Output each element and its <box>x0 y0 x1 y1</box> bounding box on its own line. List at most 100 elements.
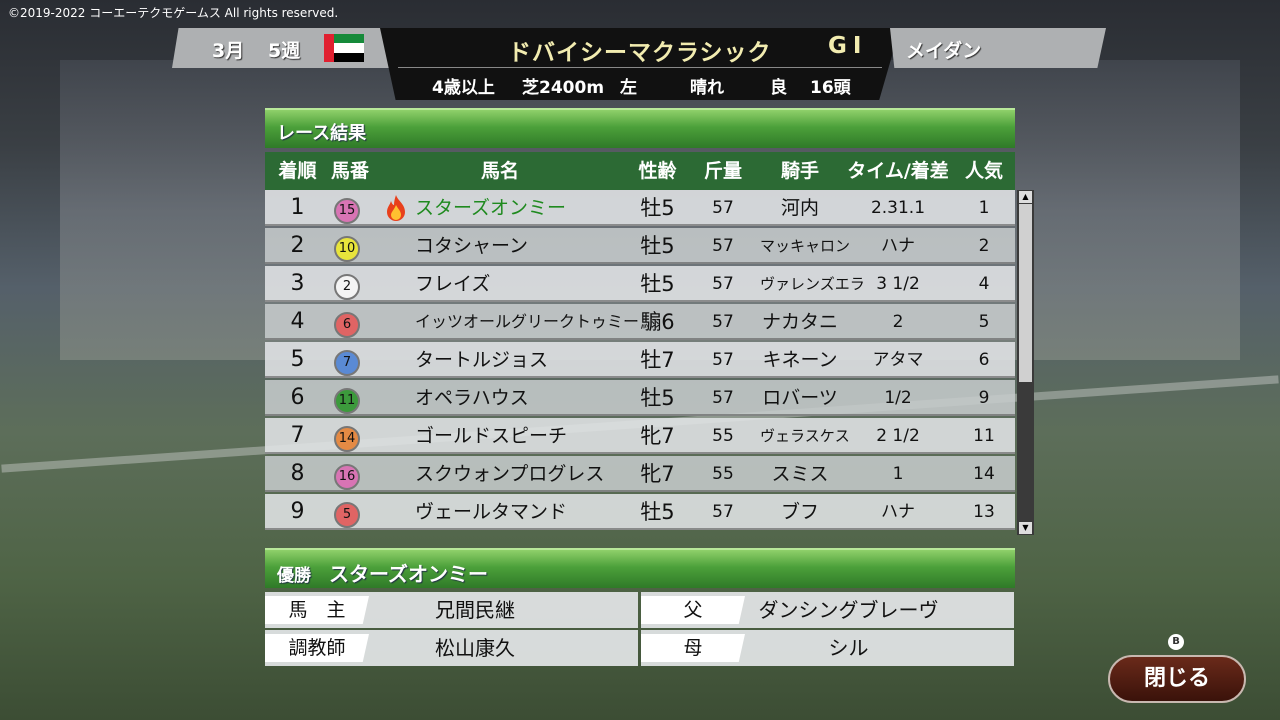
result-row[interactable]: 8 16 スクウォンプログレス 牝7 55 スミス 1 14 <box>265 456 1015 492</box>
result-row[interactable]: 5 7 タートルジョス 牡7 57 キネーン アタマ 6 <box>265 342 1015 378</box>
jockey: 河内 <box>780 197 819 219</box>
carried-weight: 55 <box>712 464 734 484</box>
position: 3 <box>290 271 305 296</box>
results-title: レース結果 <box>277 123 367 144</box>
uae-flag-icon <box>324 34 364 62</box>
popularity: 9 <box>978 388 990 408</box>
horse-name: フレイズ <box>415 273 491 295</box>
winner-name: スターズオンミー <box>329 562 488 586</box>
horse-number-badge: 10 <box>334 236 360 262</box>
jockey: ロバーツ <box>762 387 838 409</box>
age-condition: 4歳以上 <box>432 78 495 98</box>
popularity: 2 <box>978 236 990 256</box>
jockey: キネーン <box>762 349 838 371</box>
horse-name: ゴールドスピーチ <box>415 425 568 447</box>
carried-weight: 57 <box>712 312 734 332</box>
result-row[interactable]: 3 2 フレイズ 牡5 57 ヴァレンズエラ 3 1/2 4 <box>265 266 1015 302</box>
race-info-panel: ドバイシーマクラシック GI 4歳以上 芝2400m 左 晴れ 良 16頭 <box>380 28 900 100</box>
position: 5 <box>290 347 305 372</box>
sex-age: 騸6 <box>640 310 675 334</box>
result-row[interactable]: 4 6 イッツオールグリークトゥミー 騸6 57 ナカタニ 2 5 <box>265 304 1015 340</box>
winner-bar: 優勝 スターズオンミー <box>265 548 1015 588</box>
owner-label: 馬 主 <box>265 596 369 624</box>
date-panel: 3月 5週 <box>172 28 390 68</box>
col-horse-name: 馬名 <box>480 160 519 182</box>
col-popularity: 人気 <box>964 160 1003 182</box>
horse-name: ヴェールタマンド <box>415 501 568 523</box>
time-margin: ハナ <box>881 236 915 256</box>
position: 4 <box>290 309 305 334</box>
horse-name: コタシャーン <box>415 235 529 257</box>
results-scrollbar[interactable]: ▲ ▼ <box>1017 190 1034 535</box>
time-margin: 3 1/2 <box>876 274 920 294</box>
month: 3月 <box>212 40 245 62</box>
scroll-down-icon[interactable]: ▼ <box>1019 522 1032 534</box>
result-row[interactable]: 9 5 ヴェールタマンド 牡5 57 ブフ ハナ 13 <box>265 494 1015 530</box>
popularity: 14 <box>973 464 995 484</box>
week: 5週 <box>268 40 301 62</box>
col-jockey: 騎手 <box>780 160 819 182</box>
course-name: メイダン <box>906 40 982 62</box>
result-row[interactable]: 6 11 オペラハウス 牡5 57 ロバーツ 1/2 9 <box>265 380 1015 416</box>
carried-weight: 57 <box>712 198 734 218</box>
horse-number-badge: 11 <box>334 388 360 414</box>
result-row[interactable]: 7 14 ゴールドスピーチ 牝7 55 ヴェラスケス 2 1/2 11 <box>265 418 1015 454</box>
going: 良 <box>770 78 787 98</box>
sex-age: 牝7 <box>640 424 675 448</box>
results-column-header: 着順 馬番 馬名 性齢 斤量 騎手 タイム/着差 人気 <box>265 152 1015 190</box>
position: 8 <box>290 461 305 486</box>
scroll-up-icon[interactable]: ▲ <box>1019 191 1032 203</box>
sex-age: 牡5 <box>640 386 675 410</box>
horse-number-badge: 14 <box>334 426 360 452</box>
col-time-margin: タイム/着差 <box>847 160 949 182</box>
jockey: マッキャロン <box>760 237 851 255</box>
popularity: 13 <box>973 502 995 522</box>
fire-icon <box>387 195 405 221</box>
horse-number-badge: 6 <box>334 312 360 338</box>
result-row[interactable]: 2 10 コタシャーン 牡5 57 マッキャロン ハナ 2 <box>265 228 1015 264</box>
results-title-bar: レース結果 <box>265 108 1015 148</box>
col-sex-age: 性齢 <box>638 160 677 182</box>
position: 1 <box>290 195 305 220</box>
position: 6 <box>290 385 305 410</box>
popularity: 6 <box>978 350 990 370</box>
position: 7 <box>290 423 305 448</box>
horse-number-badge: 15 <box>334 198 360 224</box>
winner-label: 優勝 <box>277 566 311 586</box>
carried-weight: 57 <box>712 388 734 408</box>
horse-name: スターズオンミー <box>415 197 567 219</box>
surface-distance: 芝2400m <box>522 78 605 98</box>
horse-name: オペラハウス <box>415 387 529 409</box>
carried-weight: 57 <box>712 350 734 370</box>
time-margin: 2 <box>892 312 904 332</box>
owner-row: 馬 主 兄間民継 <box>265 592 638 628</box>
horse-number-badge: 7 <box>334 350 360 376</box>
direction: 左 <box>620 78 637 98</box>
result-row[interactable]: 1 15 スターズオンミー 牡5 57 河内 2.31.1 1 <box>265 190 1015 226</box>
race-name: ドバイシーマクラシック <box>508 40 772 66</box>
dam-label: 母 <box>641 634 745 662</box>
close-button[interactable]: 閉じる <box>1108 655 1246 703</box>
trainer-value: 松山康久 <box>435 636 515 660</box>
col-weight: 斤量 <box>703 160 742 182</box>
time-margin: 2.31.1 <box>870 198 926 218</box>
jockey: ブフ <box>780 501 819 523</box>
trainer-label: 調教師 <box>265 634 369 662</box>
jockey: ヴェラスケス <box>760 427 850 445</box>
jockey: スミス <box>771 463 829 485</box>
sex-age: 牡5 <box>640 234 675 258</box>
carried-weight: 57 <box>712 274 734 294</box>
carried-weight: 55 <box>712 426 734 446</box>
b-button-icon: B <box>1168 634 1184 650</box>
sex-age: 牡7 <box>640 348 675 372</box>
horse-name: タートルジョス <box>415 349 549 371</box>
sex-age: 牡5 <box>640 500 675 524</box>
owner-value: 兄間民継 <box>435 598 515 622</box>
position: 2 <box>290 233 305 258</box>
runners: 16頭 <box>810 78 851 98</box>
col-position: 着順 <box>278 160 317 182</box>
scroll-thumb[interactable] <box>1019 204 1032 382</box>
jockey: ナカタニ <box>761 311 838 333</box>
time-margin: 1 <box>892 464 904 484</box>
popularity: 5 <box>978 312 990 332</box>
